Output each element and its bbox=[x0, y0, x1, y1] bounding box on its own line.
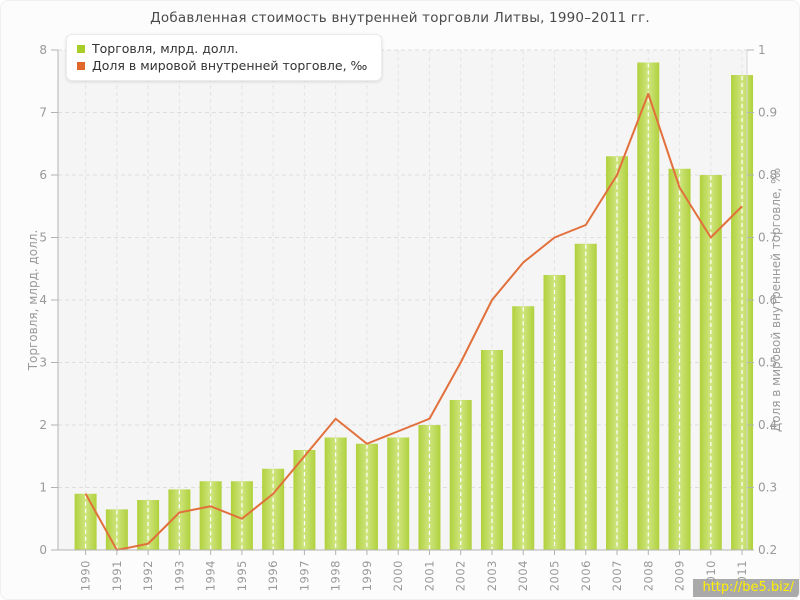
bar-2008 bbox=[637, 62, 660, 550]
x-label-2006: 2006 bbox=[579, 560, 593, 591]
svg-text:0.2: 0.2 bbox=[758, 543, 777, 557]
x-label-1995: 1995 bbox=[235, 560, 249, 591]
legend-item-trade: Торговля, млрд. долл. bbox=[77, 40, 367, 57]
line-series-share bbox=[84, 92, 743, 551]
chart-title: Добавленная стоимость внутренней торговл… bbox=[150, 10, 650, 26]
legend: Торговля, млрд. долл. Доля в мировой вну… bbox=[66, 34, 383, 81]
x-label-2002: 2002 bbox=[454, 560, 468, 591]
bar-1995 bbox=[230, 481, 253, 550]
svg-text:5: 5 bbox=[39, 231, 47, 245]
svg-text:4: 4 bbox=[39, 293, 47, 307]
x-axis-labels: 1990 1991 1992 1993 1994 1995 1996 1997 1998 1999… bbox=[79, 550, 749, 591]
x-label-1998: 1998 bbox=[329, 560, 343, 591]
svg-text:7: 7 bbox=[39, 106, 47, 120]
bar-2006 bbox=[574, 243, 597, 550]
x-label-2001: 2001 bbox=[422, 560, 436, 591]
x-label-1991: 1991 bbox=[110, 560, 124, 591]
bar-1996 bbox=[262, 468, 285, 550]
right-axis-ticks: 0.2 0.3 0.4 0.5 0.6 0.7 0.8 0.9 1 bbox=[747, 43, 777, 557]
x-label-1999: 1999 bbox=[360, 560, 374, 591]
svg-text:3: 3 bbox=[39, 356, 47, 370]
x-label-1997: 1997 bbox=[297, 560, 311, 591]
legend-label-share: Доля в мировой внутренней торговле, ‰ bbox=[92, 58, 368, 73]
bar-2010 bbox=[699, 175, 722, 550]
x-label-1993: 1993 bbox=[172, 560, 186, 591]
left-axis-ticks: 0 1 2 3 4 5 6 7 8 bbox=[39, 43, 58, 557]
x-label-1996: 1996 bbox=[266, 560, 280, 591]
svg-text:1: 1 bbox=[39, 481, 47, 495]
x-label-2003: 2003 bbox=[485, 560, 499, 591]
svg-text:1: 1 bbox=[758, 43, 766, 57]
svg-text:0.7: 0.7 bbox=[758, 231, 777, 245]
left-axis-title: Торговля, млрд. долл. bbox=[26, 230, 40, 372]
svg-text:0.9: 0.9 bbox=[758, 106, 777, 120]
svg-text:0.4: 0.4 bbox=[758, 418, 777, 432]
bar-series-trade bbox=[74, 62, 754, 550]
x-label-1992: 1992 bbox=[141, 560, 155, 591]
legend-line-swatch-icon bbox=[77, 61, 85, 70]
bar-1998 bbox=[324, 437, 347, 550]
x-label-2000: 2000 bbox=[391, 560, 405, 591]
bar-2007 bbox=[606, 156, 629, 550]
svg-text:2: 2 bbox=[39, 418, 47, 432]
legend-item-share: Доля в мировой внутренней торговле, ‰ bbox=[77, 57, 367, 74]
bar-1990 bbox=[74, 493, 97, 550]
legend-label-trade: Торговля, млрд. долл. bbox=[92, 41, 239, 56]
bar-1991 bbox=[105, 509, 128, 550]
svg-text:6: 6 bbox=[39, 168, 47, 182]
right-axis-title: Доля в мировой внутренней торговле, ‰ bbox=[769, 168, 783, 432]
x-label-2009: 2009 bbox=[673, 560, 687, 591]
bar-2000 bbox=[387, 437, 410, 550]
legend-bar-swatch-icon bbox=[77, 44, 85, 53]
bar-2011 bbox=[731, 75, 754, 550]
x-label-1990: 1990 bbox=[79, 560, 93, 591]
svg-text:8: 8 bbox=[39, 43, 47, 57]
svg-text:0: 0 bbox=[39, 543, 47, 557]
bar-2001 bbox=[418, 425, 441, 550]
bar-1994 bbox=[199, 481, 222, 550]
watermark-link[interactable]: http://be5.biz/ bbox=[693, 579, 799, 597]
svg-text:0.8: 0.8 bbox=[758, 168, 777, 182]
x-label-2005: 2005 bbox=[548, 560, 562, 591]
svg-text:0.6: 0.6 bbox=[758, 293, 777, 307]
svg-text:0.3: 0.3 bbox=[758, 481, 777, 495]
x-label-2004: 2004 bbox=[516, 560, 530, 591]
x-label-2007: 2007 bbox=[610, 560, 624, 591]
svg-text:0.5: 0.5 bbox=[758, 356, 777, 370]
x-label-2008: 2008 bbox=[641, 560, 655, 591]
x-label-1994: 1994 bbox=[204, 560, 218, 591]
